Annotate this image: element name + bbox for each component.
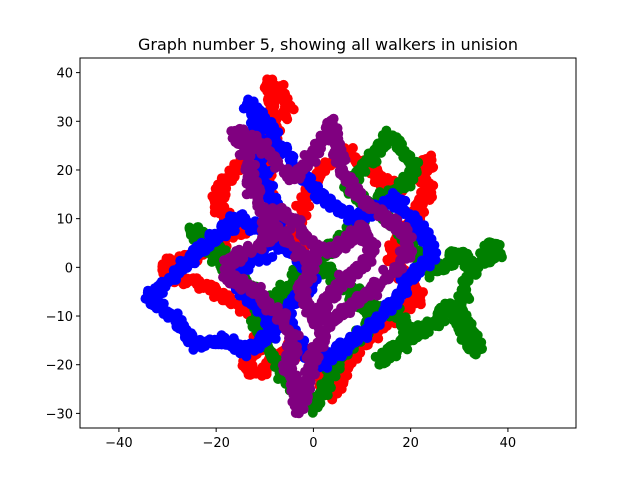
walker-point <box>210 281 221 292</box>
walker-point <box>267 252 278 262</box>
walker-point <box>404 174 415 185</box>
walker-point <box>225 268 236 279</box>
walker-point <box>279 110 290 121</box>
walker-point <box>318 341 329 352</box>
walker-point <box>179 332 190 343</box>
series-layer <box>140 74 507 419</box>
walker-point <box>289 355 300 366</box>
chart-title: Graph number 5, showing all walkers in u… <box>138 35 518 54</box>
walker-point <box>247 246 257 257</box>
walker-point <box>355 294 366 305</box>
walker-series-4 <box>218 113 418 419</box>
walker-point <box>485 247 496 258</box>
walker-point <box>389 297 400 308</box>
walker-point <box>322 120 332 130</box>
walker-point <box>333 269 344 280</box>
walker-point <box>394 246 405 257</box>
walker-point <box>312 146 323 157</box>
walker-point <box>394 143 405 154</box>
walker-point <box>285 379 296 390</box>
walker-point <box>290 251 301 262</box>
walker-point <box>251 344 262 355</box>
walker-point <box>307 315 317 326</box>
walker-point <box>285 224 296 235</box>
walker-point <box>423 327 434 338</box>
walker-point <box>347 143 358 153</box>
walker-point <box>406 325 416 336</box>
walker-point <box>241 220 251 231</box>
walker-point <box>389 348 399 359</box>
walker-point <box>464 294 475 304</box>
walker-point <box>271 314 282 325</box>
walker-point <box>258 219 269 230</box>
